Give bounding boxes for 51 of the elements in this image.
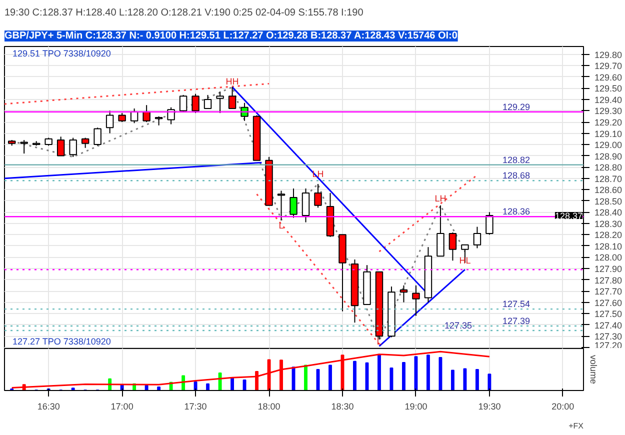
chart-title: GBP/JPY+ 5-Min C:128.37 N:- 0.9100 H:129.51 L:127.27 O:129.28 B:128.37 A:128.43 V:15746 OI:0 <box>4 30 458 42</box>
annotation: L <box>278 220 284 231</box>
y-tick-label: 128.90 <box>594 151 622 162</box>
annotation: LH <box>434 194 446 204</box>
chart-subtitle: 19:30 C:128.37 H:128.40 L:128.20 O:128.21 V:190 0:25 02-04-09 S:155.78 I:190 <box>4 8 364 18</box>
y-tick-label: 127.80 <box>594 275 622 286</box>
ref-line-label: 128.68 <box>502 170 530 181</box>
x-tick-label: 17:00 <box>110 402 134 412</box>
text: +FX <box>568 422 584 430</box>
y-tick-label: 128.50 <box>594 196 622 206</box>
x-tick-label: 18:30 <box>331 402 354 412</box>
y-tick-label: 127.50 <box>594 309 622 320</box>
ref-line-label: 127.39 <box>502 316 530 326</box>
y-tick-label: 129.10 <box>594 128 622 139</box>
y-tick-label: 129.40 <box>594 94 622 105</box>
y-tick-label: 129.60 <box>594 72 622 82</box>
y-tick-label: 128.10 <box>594 241 622 252</box>
y-tick-label: 128.40 <box>594 208 622 218</box>
ref-line-label: 128.82 <box>502 154 530 165</box>
y-tick-label: 127.60 <box>594 298 622 308</box>
y-tick-label: 128.80 <box>594 162 622 173</box>
y-tick-label: 127.40 <box>594 320 622 330</box>
y-tick-label: 127.90 <box>594 264 622 274</box>
y-tick-label: 128.70 <box>594 174 622 184</box>
y-tick-label: 128.30 <box>594 218 622 229</box>
y-tick-label: 129.50 <box>594 84 622 94</box>
ref-line-label: 129.29 <box>502 102 530 112</box>
y-tick-label: 129.00 <box>594 140 622 150</box>
x-tick-label: 17:30 <box>184 402 207 412</box>
ref-line-label: 127.54 <box>502 299 530 310</box>
y-tick-label: 127.30 <box>594 332 622 342</box>
annotation: 129.51 TPO 7338/10920 <box>12 48 111 58</box>
y-tick-label: 129.70 <box>594 61 622 72</box>
annotation: HH <box>226 76 239 86</box>
y-tick-label: 129.20 <box>594 118 622 128</box>
ref-line-label: 127.35 <box>444 320 472 330</box>
y-tick-label: 127.70 <box>594 286 622 297</box>
y-axis-title: volume <box>588 354 598 384</box>
y-tick-label: 129.30 <box>594 106 622 116</box>
x-tick-label: 19:30 <box>478 402 501 412</box>
y-tick-label: 128.60 <box>594 185 622 196</box>
y-tick-label: 128.00 <box>594 252 622 263</box>
ref-line-label: 128.36 <box>502 206 530 217</box>
annotation: 128.37 <box>554 211 583 222</box>
y-tick-label: 129.80 <box>594 50 622 60</box>
x-tick-label: 19:00 <box>404 402 428 412</box>
y-tick-label: 128.20 <box>594 230 622 240</box>
x-tick-label: 18:00 <box>258 402 280 412</box>
annotation: 127.27 TPO 7338/10920 <box>12 336 111 346</box>
x-tick-label: 20:00 <box>552 402 574 412</box>
x-tick-label: 16:30 <box>37 402 60 412</box>
